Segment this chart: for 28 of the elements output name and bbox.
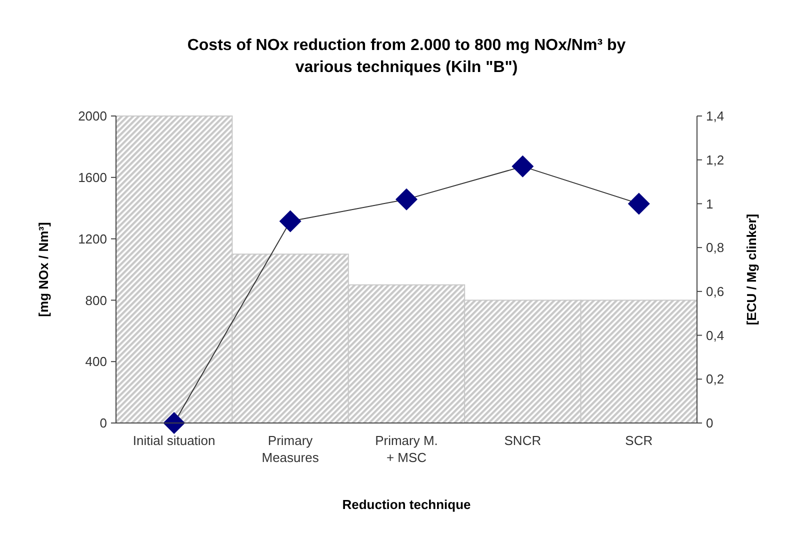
chart-title: Costs of NOx reduction from 2.000 to 800 mg NOx/Nm³ by various techniques (Kiln "B") <box>187 37 626 76</box>
y-tick-label: 800 <box>85 292 107 308</box>
y2-tick-label: 0,4 <box>706 328 724 343</box>
point <box>279 210 302 232</box>
y2-axis-title: [ECU / Mg clinker] <box>744 214 759 326</box>
x-axis-title: Reduction technique <box>342 497 471 512</box>
y2-tick-label: 0,8 <box>706 240 724 256</box>
point <box>163 412 186 434</box>
y-tick-label: 1200 <box>78 231 107 246</box>
y-tick-label: 2000 <box>78 108 107 124</box>
point <box>628 192 650 215</box>
x-tick-label: SCR <box>625 433 653 448</box>
x-tick-label: Primary Measures <box>262 433 320 465</box>
y2-tick-label: 0,6 <box>706 284 724 299</box>
point <box>512 155 534 178</box>
y2-tick-label: 0,2 <box>706 372 724 387</box>
y-axis-title: [mg NOx / Nm³] <box>36 222 51 317</box>
y2-tick-label: 1,4 <box>706 108 724 124</box>
x-tick-label: Initial situation <box>132 433 216 448</box>
y2-tick-label: 0 <box>706 416 714 431</box>
x-tick-label: SNCR <box>504 433 542 448</box>
y2-tick-label: 1,2 <box>706 152 724 168</box>
y2-tick-label: 1 <box>706 196 714 212</box>
y-tick-label: 1600 <box>78 170 107 185</box>
point <box>396 188 418 210</box>
y-tick-label: 0 <box>100 416 107 431</box>
x-tick-label: Primary M. + MSC <box>375 433 438 465</box>
y-tick-label: 400 <box>85 354 107 370</box>
